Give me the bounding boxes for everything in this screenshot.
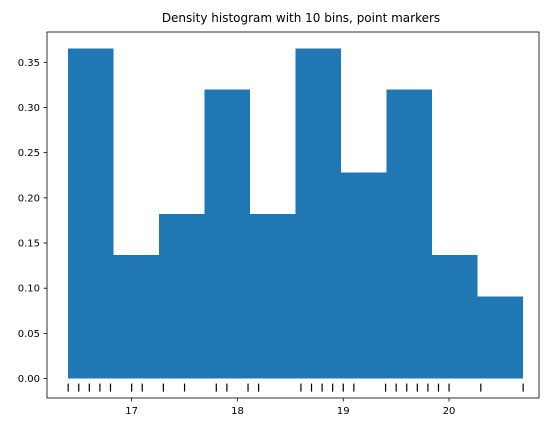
y-tick-label: 0.25: [18, 148, 40, 159]
x-axis: 17 18 19 20: [125, 398, 455, 417]
chart-title: Density histogram with 10 bins, point ma…: [162, 11, 440, 25]
histogram-bar-9: [432, 254, 478, 379]
histogram-bar-10: [477, 296, 524, 379]
y-tick-label: 0.00: [18, 374, 40, 385]
histogram-bar-2: [113, 254, 160, 379]
histogram-bar-1: [68, 48, 114, 379]
plot-frame: [46, 31, 540, 399]
point-markers-group: [67, 383, 524, 392]
y-tick-label: 0.35: [18, 58, 40, 69]
histogram-bar-3: [159, 214, 205, 379]
histogram-bar-4: [204, 89, 251, 379]
bars-group: [68, 48, 524, 379]
x-tick-label: 18: [231, 406, 244, 417]
y-tick-label: 0.20: [18, 193, 40, 204]
y-axis: 0.00 0.05 0.10 0.15 0.20 0.25 0.30 0.35: [18, 58, 47, 385]
y-tick-label: 0.15: [18, 239, 40, 250]
x-tick-label: 19: [337, 406, 350, 417]
histogram-bar-7: [341, 172, 387, 379]
y-tick-label: 0.10: [18, 284, 40, 295]
y-tick-label: 0.30: [18, 103, 40, 114]
histogram-bar-6: [295, 48, 342, 379]
histogram-bar-5: [250, 214, 296, 379]
x-tick-label: 20: [443, 406, 456, 417]
histogram-bar-8: [386, 89, 433, 379]
x-tick-label: 17: [125, 406, 138, 417]
y-tick-label: 0.05: [18, 329, 40, 340]
